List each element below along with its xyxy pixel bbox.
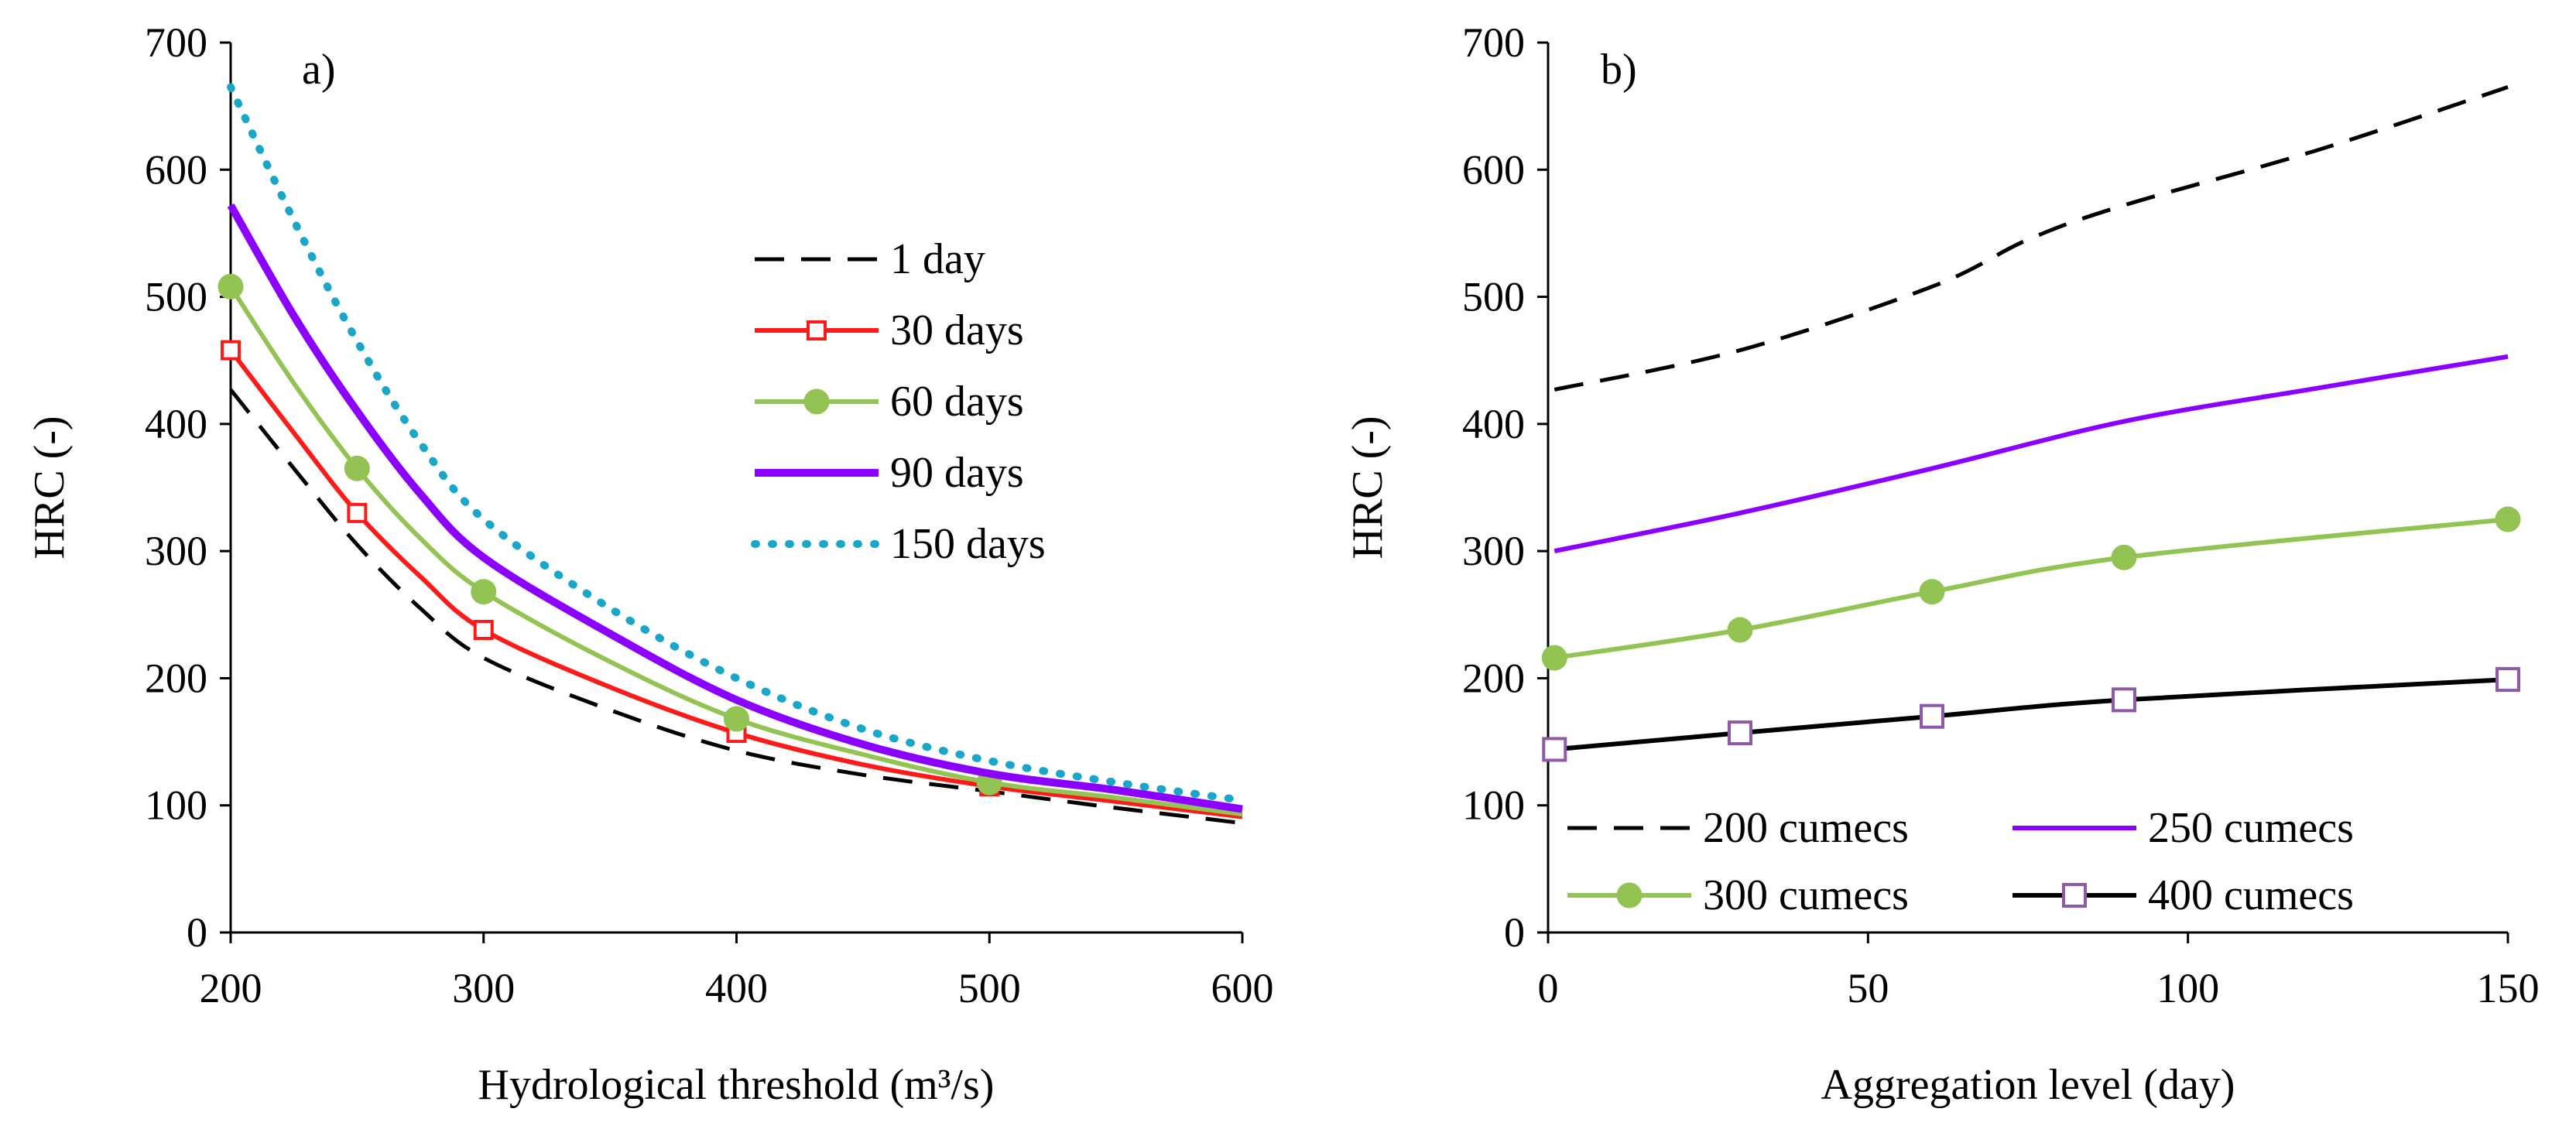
panel-a-x-tick-label: 300 xyxy=(452,965,515,1011)
panel-a-series-3 xyxy=(218,273,1243,817)
panel-b-legend-label: 300 cumecs xyxy=(1703,871,1909,919)
panel-b-x-tick-label: 0 xyxy=(1538,965,1559,1011)
panel-a-data-point xyxy=(221,340,241,361)
panel-b-legend-marker xyxy=(2062,883,2087,908)
panel-a-series-line xyxy=(227,83,1246,805)
panel-b-series-line xyxy=(1554,677,2509,752)
panel-b-data-point xyxy=(1542,737,1567,762)
panel-a-series-line xyxy=(228,348,1243,819)
panel-a-series-line xyxy=(228,285,1243,817)
panel-b-series-line xyxy=(1553,85,2509,392)
panel-b-y-label: HRC (-) xyxy=(1344,416,1392,559)
panel-a-y-tick-label: 500 xyxy=(145,274,207,320)
panel-b-legend-swatch xyxy=(1567,882,1691,908)
panel-b-legend-swatch xyxy=(2012,883,2136,908)
panel-a-data-point xyxy=(473,620,494,640)
panel-b: 0 100 200 300 400 500 600 700 0 50 100 150 b) Aggre… xyxy=(1344,19,2540,1109)
panel-a-data-point xyxy=(471,579,497,605)
panel-b-label: b) xyxy=(1601,46,1637,94)
panel-a-series-5 xyxy=(227,83,1246,805)
panel-a-series-1 xyxy=(229,388,1243,826)
panel-b-y-tick-label: 200 xyxy=(1462,655,1525,701)
panel-b-y-tick-label: 100 xyxy=(1462,782,1525,829)
panel-a-y-tick-label: 600 xyxy=(145,146,207,193)
panel-a-y-tick-label: 300 xyxy=(145,528,207,574)
panel-a-series-line xyxy=(227,203,1243,813)
panel-b-data-point xyxy=(2112,687,2136,713)
panel-a-data-point xyxy=(347,502,368,523)
panel-a-y-tick-label: 200 xyxy=(145,655,207,701)
panel-b-data-point xyxy=(1920,703,1944,729)
panel-a-y-tick-label: 400 xyxy=(145,401,207,447)
panel-b-legend-label: 200 cumecs xyxy=(1703,804,1909,852)
panel-b-data-point xyxy=(1919,579,1945,605)
panel-a-y-label: HRC (-) xyxy=(26,416,74,559)
panel-a-y-tick-label: 700 xyxy=(145,19,207,66)
panel-a-x-tick-label: 200 xyxy=(200,965,262,1011)
panel-a-series-line xyxy=(229,388,1243,826)
panel-a-data-point xyxy=(724,706,749,732)
panel-b-data-point xyxy=(2496,667,2520,693)
panel-b-data-point xyxy=(2111,544,2137,570)
panel-a-legend-label: 30 days xyxy=(890,306,1024,354)
panel-a-x-label: Hydrological threshold (m³/s) xyxy=(478,1061,995,1109)
panel-a-x-tick-label: 400 xyxy=(705,965,768,1011)
panel-b-data-point xyxy=(1727,617,1753,643)
panel-a-legend-marker xyxy=(807,320,827,340)
panel-b-series-4 xyxy=(1542,667,2520,762)
panel-a-x-tick-label: 500 xyxy=(958,965,1021,1011)
panel-b-series-line xyxy=(1553,354,2509,554)
panel-b-y-tick-label: 600 xyxy=(1462,146,1525,193)
panel-a-legend-swatch xyxy=(755,320,879,340)
panel-a-legend-label: 90 days xyxy=(890,449,1024,497)
panel-b-data-point xyxy=(1541,645,1567,671)
panel-b-x-tick-label: 150 xyxy=(2477,965,2540,1011)
panel-a-legend-swatch xyxy=(755,388,879,415)
panel-b-data-point xyxy=(2495,506,2521,532)
panel-a-legend-marker xyxy=(803,388,830,415)
panel-a-legend: 1 day 30 days 60 days 90 days 150 days xyxy=(751,235,1046,568)
panel-b-x-tick-label: 50 xyxy=(1847,965,1889,1011)
panel-a-x-tick-label: 600 xyxy=(1211,965,1274,1011)
panel-b-data-point xyxy=(1728,720,1752,746)
panel-b-y-tick-label: 0 xyxy=(1504,909,1525,956)
panel-b-y-tick-label: 700 xyxy=(1462,19,1525,66)
panel-a-series-2 xyxy=(221,340,1243,819)
panel-a-legend-label: 150 days xyxy=(890,520,1046,568)
panel-b-legend-label: 250 cumecs xyxy=(2148,804,2354,852)
panel-a: 0 100 200 300 400 500 600 700 200 300 400 500 600 a)… xyxy=(26,19,1274,1109)
panel-a-series-4 xyxy=(227,203,1243,813)
panel-a-y-tick-label: 100 xyxy=(145,782,207,829)
panel-b-series-2 xyxy=(1553,354,2509,554)
panel-b-series-3 xyxy=(1541,506,2521,671)
panel-a-data-point xyxy=(218,273,244,299)
panel-a-label: a) xyxy=(302,46,336,94)
panel-b-x-label: Aggregation level (day) xyxy=(1821,1061,2235,1109)
panel-b-legend: 200 cumecs 250 cumecs 300 cumecs 400 cumecs xyxy=(1567,804,2354,919)
panel-b-y-tick-label: 500 xyxy=(1462,274,1525,320)
panel-b-legend-marker xyxy=(1616,882,1643,908)
panel-b-series-1 xyxy=(1553,85,2509,392)
panel-b-y-tick-label: 300 xyxy=(1462,528,1525,574)
panel-a-data-point xyxy=(344,455,370,481)
panel-b-legend-label: 400 cumecs xyxy=(2148,871,2354,919)
panel-a-legend-label: 60 days xyxy=(890,378,1024,426)
panel-a-legend-label: 1 day xyxy=(890,235,985,283)
panel-b-series-line xyxy=(1553,517,2509,661)
panel-b-x-tick-label: 100 xyxy=(2156,965,2219,1011)
panel-a-y-tick-label: 0 xyxy=(187,909,207,956)
panel-b-y-tick-label: 400 xyxy=(1462,401,1525,447)
